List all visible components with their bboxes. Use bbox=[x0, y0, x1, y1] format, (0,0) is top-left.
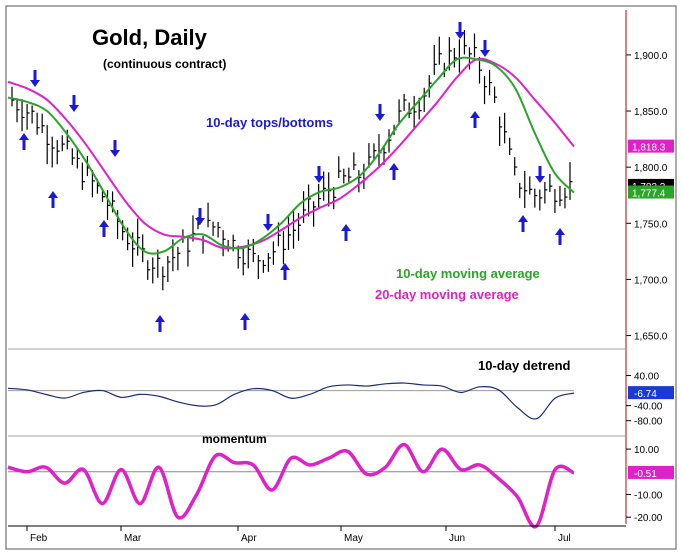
turn-top-arrow-icon bbox=[110, 140, 120, 157]
momentum-line bbox=[7, 442, 575, 529]
turn-top-arrow-icon bbox=[314, 166, 324, 183]
turn-bottom-arrow-icon bbox=[280, 263, 290, 280]
price-tag-box bbox=[628, 185, 674, 199]
detrend-value-box bbox=[628, 386, 674, 400]
turn-top-arrow-icon bbox=[195, 208, 205, 225]
ma20-label: 20-day moving average bbox=[375, 287, 519, 302]
price-tag-label: 1,777.4 bbox=[632, 189, 666, 200]
chart-title: Gold, Daily bbox=[92, 25, 208, 50]
momentum-panel bbox=[7, 442, 575, 529]
price-y-tick-label: 1,900.0 bbox=[634, 51, 668, 62]
turn-bottom-arrow-icon bbox=[240, 313, 250, 330]
turn-top-arrow-icon bbox=[375, 104, 385, 121]
price-tag-box bbox=[628, 139, 674, 153]
turn-bottom-arrow-icon bbox=[341, 224, 351, 241]
momentum-y-tick-label: -10.00 bbox=[634, 490, 663, 501]
turn-bottom-arrow-icon bbox=[470, 111, 480, 128]
turn-bottom-arrow-icon bbox=[155, 315, 165, 332]
turn-bottom-arrow-icon bbox=[99, 220, 109, 237]
turn-top-arrow-icon bbox=[30, 70, 40, 87]
axes: 1,900.0 1,850.0 1,800.0 1,750.0 1,700.0 1,650… bbox=[8, 10, 674, 544]
turn-top-arrow-icon bbox=[535, 166, 545, 183]
x-tick-label: Apr bbox=[241, 533, 257, 544]
momentum-value-box bbox=[628, 465, 674, 479]
price-y-tick-label: 1,850.0 bbox=[634, 107, 668, 118]
turns-label: 10-day tops/bottoms bbox=[206, 115, 333, 130]
turn-top-arrow-icon bbox=[455, 22, 465, 39]
price-y-tick-label: 1,650.0 bbox=[634, 332, 668, 343]
detrend-line bbox=[7, 382, 575, 420]
turn-bottom-arrow-icon bbox=[389, 163, 399, 180]
detrend-label: 10-day detrend bbox=[478, 358, 571, 373]
chart-subtitle: (continuous contract) bbox=[103, 57, 226, 71]
detrend-value-label: -6.74 bbox=[634, 389, 657, 400]
momentum-y-tick-label: -20.00 bbox=[634, 513, 663, 524]
x-tick-label: Feb bbox=[30, 533, 48, 544]
turn-bottom-arrow-icon bbox=[555, 228, 565, 245]
turn-bottom-arrow-icon bbox=[518, 215, 528, 232]
momentum-label: momentum bbox=[202, 432, 267, 446]
turn-top-arrow-icon bbox=[480, 40, 490, 57]
price-y-tick-label: 1,750.0 bbox=[634, 219, 668, 230]
turn-top-arrow-icon bbox=[69, 95, 79, 112]
turn-bottom-arrow-icon bbox=[48, 191, 58, 208]
price-tag-label: 1,818.3 bbox=[632, 143, 666, 154]
price-panel bbox=[7, 22, 575, 332]
x-tick-label: Jul bbox=[558, 533, 571, 544]
x-tick-label: Jun bbox=[449, 533, 465, 544]
detrend-panel bbox=[7, 382, 575, 420]
ma10-line bbox=[7, 56, 575, 255]
detrend-y-tick-label: -40.00 bbox=[634, 402, 663, 413]
x-tick-label: May bbox=[344, 533, 363, 544]
detrend-y-tick-label: -80.00 bbox=[634, 417, 663, 428]
detrend-y-tick-label: 40.00 bbox=[634, 372, 659, 383]
turn-bottom-arrow-icon bbox=[19, 133, 29, 150]
momentum-y-tick-label: 10.00 bbox=[634, 445, 659, 456]
ma10-label: 10-day moving average bbox=[396, 266, 540, 281]
turn-top-arrow-icon bbox=[263, 214, 273, 231]
price-y-tick-label: 1,800.0 bbox=[634, 163, 668, 174]
chart-frame bbox=[5, 5, 677, 550]
momentum-value-label: -0.51 bbox=[634, 469, 657, 480]
x-tick-label: Mar bbox=[124, 533, 142, 544]
price-y-tick-label: 1,700.0 bbox=[634, 275, 668, 286]
